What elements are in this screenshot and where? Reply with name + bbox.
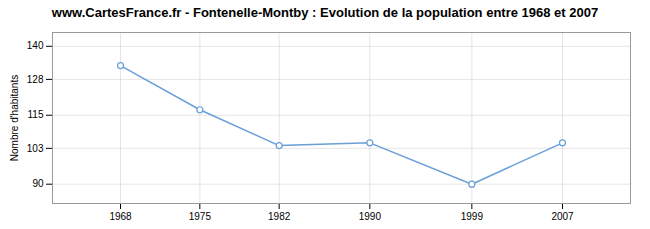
- svg-text:140: 140: [27, 40, 44, 51]
- svg-text:115: 115: [28, 109, 44, 120]
- svg-text:1968: 1968: [109, 211, 132, 222]
- svg-text:90: 90: [32, 178, 44, 189]
- svg-text:1982: 1982: [268, 211, 291, 222]
- svg-text:2007: 2007: [551, 211, 574, 222]
- svg-text:Nombre d'habitants: Nombre d'habitants: [9, 75, 20, 161]
- svg-text:1990: 1990: [359, 211, 382, 222]
- html-text:www.CartesFrance.fr - Fontenel: www.CartesFrance.fr - Fontenelle-Montby …: [51, 5, 599, 20]
- svg-text:103: 103: [27, 143, 44, 154]
- svg-text:1975: 1975: [189, 211, 212, 222]
- svg-text:128: 128: [27, 74, 44, 85]
- svg-text:1999: 1999: [461, 211, 484, 222]
